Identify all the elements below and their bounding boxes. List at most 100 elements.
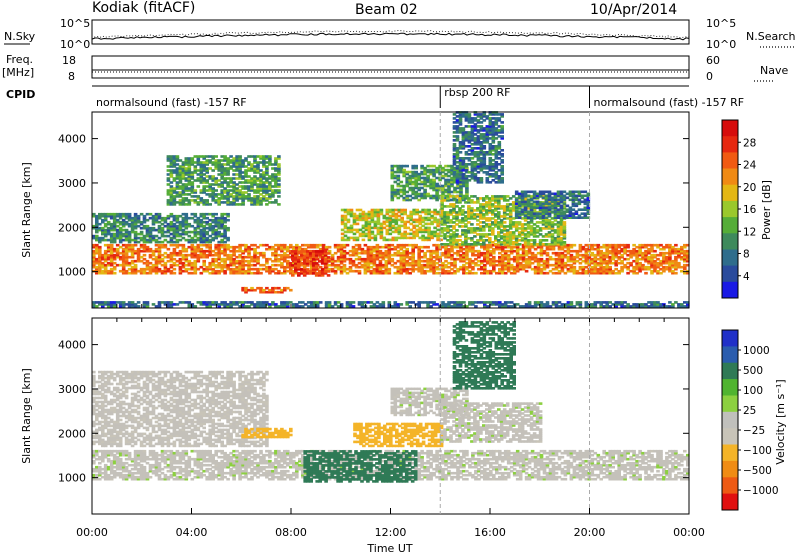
heatmap-cell: [139, 271, 144, 275]
heatmap-cell: [184, 173, 189, 176]
heatmap-cell: [241, 163, 245, 166]
heatmap-cell: [358, 214, 363, 218]
heatmap-cell: [483, 267, 487, 271]
heatmap-cell: [464, 131, 469, 134]
heatmap-cell: [187, 193, 192, 196]
heatmap-cell: [385, 220, 390, 224]
heatmap-cell: [436, 222, 440, 226]
heatmap-cell: [360, 247, 365, 251]
heatmap-cell: [289, 269, 293, 273]
heatmap-cell: [298, 245, 302, 249]
heatmap-cell: [211, 175, 215, 178]
heatmap-cell: [118, 226, 123, 230]
heatmap-cell: [208, 228, 212, 232]
heatmap-cell: [514, 239, 519, 242]
heatmap-cell: [503, 245, 508, 249]
heatmap-cell: [444, 196, 448, 200]
heatmap-cell: [455, 241, 459, 244]
heatmap-cell: [482, 135, 487, 138]
heatmap-cell: [479, 221, 483, 224]
heatmap-cell: [211, 259, 215, 263]
heatmap-cell: [384, 269, 389, 273]
heatmap-cell: [268, 201, 272, 204]
heatmap-cell: [527, 245, 532, 249]
heatmap-cell: [497, 179, 502, 182]
heatmap-cell: [247, 288, 251, 292]
heatmap-cell: [375, 263, 380, 267]
heatmap-cell: [256, 203, 260, 206]
heatmap-cell: [440, 221, 444, 224]
heatmap-cell: [432, 267, 436, 271]
heatmap-cell: [548, 247, 553, 251]
heatmap-cell: [668, 259, 672, 263]
heatmap-cell: [262, 199, 266, 202]
heatmap-cell: [308, 270, 313, 273]
heatmap-cell: [238, 181, 242, 184]
heatmap-cell: [115, 228, 120, 232]
heatmap-cell: [268, 257, 272, 261]
heatmap-cell: [133, 234, 138, 238]
heatmap-cell: [474, 257, 478, 261]
heatmap-cell: [447, 178, 451, 182]
heatmap-cell: [440, 217, 444, 220]
heatmap-cell: [608, 259, 612, 263]
heatmap-cell: [441, 166, 445, 170]
heatmap-cell: [465, 182, 469, 186]
heatmap-cell: [611, 247, 615, 251]
heatmap-cell: [455, 125, 460, 128]
heatmap-cell: [560, 261, 565, 265]
heatmap-cell: [584, 265, 589, 269]
frequency-lines: [92, 69, 689, 73]
heatmap-cell: [480, 261, 484, 265]
heatmap-cell: [157, 243, 162, 247]
heatmap-cell: [214, 167, 218, 170]
heatmap-cell: [527, 261, 532, 265]
heatmap-cell: [686, 263, 690, 267]
heatmap-cell: [423, 245, 427, 249]
heatmap-cell: [426, 269, 430, 273]
heatmap-cell: [446, 227, 450, 230]
heatmap-cell: [491, 213, 495, 216]
heatmap-cell: [375, 267, 380, 271]
heatmap-cell: [297, 256, 301, 259]
heatmap-cell: [340, 208, 345, 212]
heatmap-cell: [518, 265, 523, 269]
heatmap-cell: [635, 251, 639, 255]
heatmap-cell: [390, 176, 395, 180]
heatmap-cell: [467, 213, 471, 216]
heatmap-cell: [385, 230, 390, 234]
heatmap-cell: [683, 259, 687, 263]
heatmap-cell: [393, 176, 398, 180]
heatmap-cell: [476, 121, 481, 124]
heatmap-cell: [214, 253, 218, 257]
heatmap-cell: [497, 223, 501, 226]
heatmap-cell: [464, 217, 468, 220]
heatmap-cell: [175, 224, 180, 228]
heatmap-cell: [502, 239, 507, 242]
heatmap-cell: [479, 127, 484, 130]
heatmap-cell: [309, 267, 314, 271]
heatmap-cell: [101, 263, 105, 267]
heatmap-cell: [390, 194, 395, 198]
heatmap-cell: [470, 143, 475, 146]
heatmap-cell: [629, 269, 633, 273]
heatmap-cell: [581, 253, 586, 257]
heatmap-cell: [674, 265, 678, 269]
heatmap-cell: [435, 186, 439, 190]
heatmap-cell: [343, 218, 348, 222]
heatmap-cell: [118, 214, 123, 218]
heatmap-cell: [321, 253, 326, 257]
heatmap-cell: [563, 255, 568, 259]
heatmap-cell: [163, 261, 168, 265]
heatmap-cell: [465, 188, 469, 192]
heatmap-cell: [452, 195, 456, 198]
heatmap-cell: [447, 190, 451, 194]
heatmap-cell: [440, 213, 444, 216]
heatmap-cell: [297, 260, 301, 263]
heatmap-cell: [181, 161, 186, 164]
heatmap-cell: [259, 155, 263, 158]
heatmap-cell: [441, 188, 445, 192]
heatmap-cell: [394, 228, 399, 232]
heatmap-cell: [226, 236, 230, 240]
heatmap-cell: [417, 194, 421, 198]
